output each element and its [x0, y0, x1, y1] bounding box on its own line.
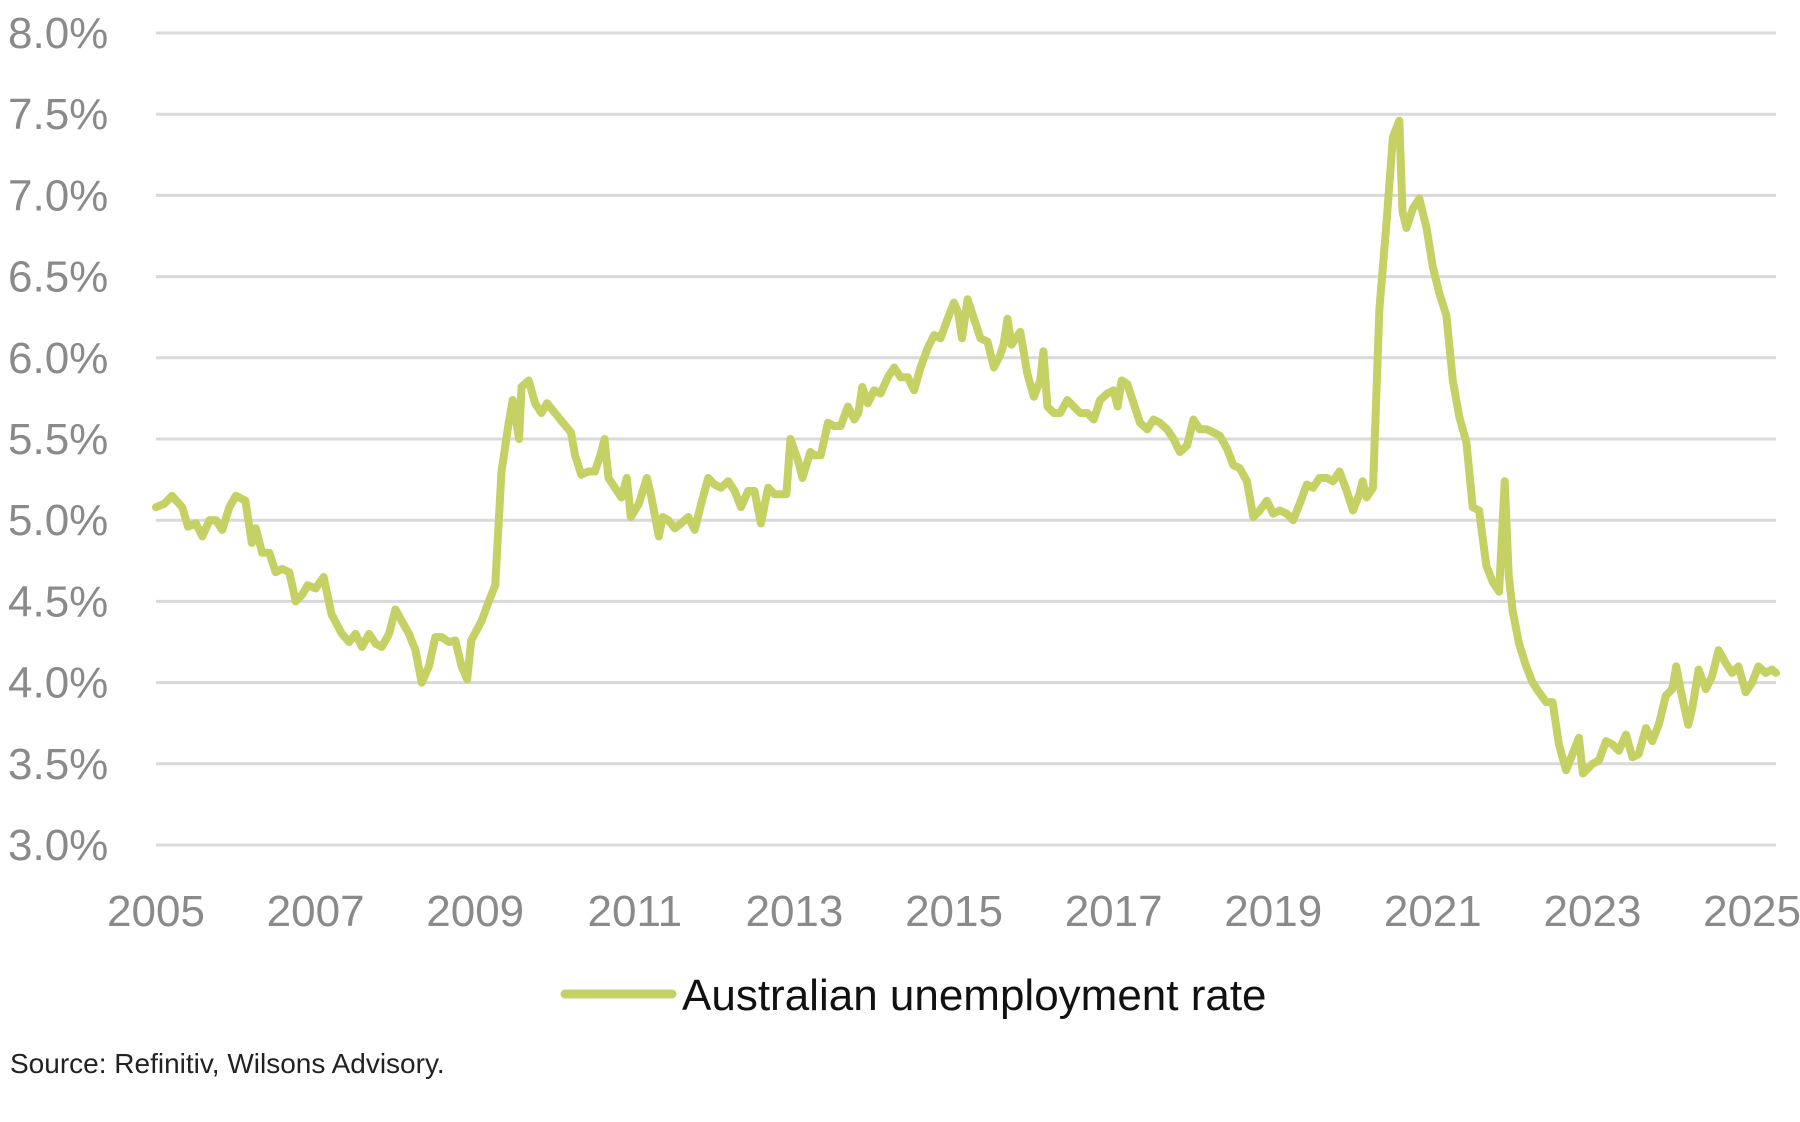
series-line-unemployment-rate — [152, 116, 1780, 778]
x-tick-label: 2017 — [1065, 887, 1163, 936]
y-tick-label: 5.0% — [8, 496, 108, 545]
gridlines — [156, 31, 1776, 847]
y-tick-label: 6.5% — [8, 253, 108, 302]
y-tick-label: 5.5% — [8, 415, 108, 464]
x-tick-label: 2011 — [588, 887, 683, 936]
x-tick-label: 2019 — [1224, 887, 1322, 936]
x-tick-label: 2007 — [267, 887, 365, 936]
y-tick-label: 7.5% — [8, 90, 108, 139]
y-tick-label: 4.0% — [8, 659, 108, 708]
y-tick-label: 6.0% — [8, 334, 108, 383]
y-tick-label: 4.5% — [8, 577, 108, 626]
x-tick-label: 2013 — [745, 887, 843, 936]
x-tick-label: 2025 — [1703, 887, 1800, 936]
source-note: Source: Refinitiv, Wilsons Advisory. — [10, 1048, 445, 1079]
y-axis-tick-labels: 8.0% 7.5% 7.0% 6.5% 6.0% 5.5% 5.0% 4.5% 4.0% 3.5%… — [8, 9, 108, 870]
x-tick-label: 2023 — [1544, 887, 1642, 936]
y-tick-label: 3.0% — [8, 821, 108, 870]
y-tick-label: 8.0% — [8, 9, 108, 58]
y-tick-label: 7.0% — [8, 171, 108, 220]
x-tick-label: 2009 — [426, 887, 524, 936]
x-tick-label: 2021 — [1384, 887, 1482, 936]
series-layer — [152, 116, 1780, 778]
x-axis-tick-labels: 2005 2007 2009 2011 2013 2015 2017 2019 2021 2023… — [107, 887, 1800, 936]
x-tick-label: 2015 — [905, 887, 1003, 936]
legend: Australian unemployment rate — [560, 971, 1267, 1020]
y-tick-label: 3.5% — [8, 740, 108, 789]
x-tick-label: 2005 — [107, 887, 205, 936]
legend-label: Australian unemployment rate — [682, 971, 1267, 1020]
